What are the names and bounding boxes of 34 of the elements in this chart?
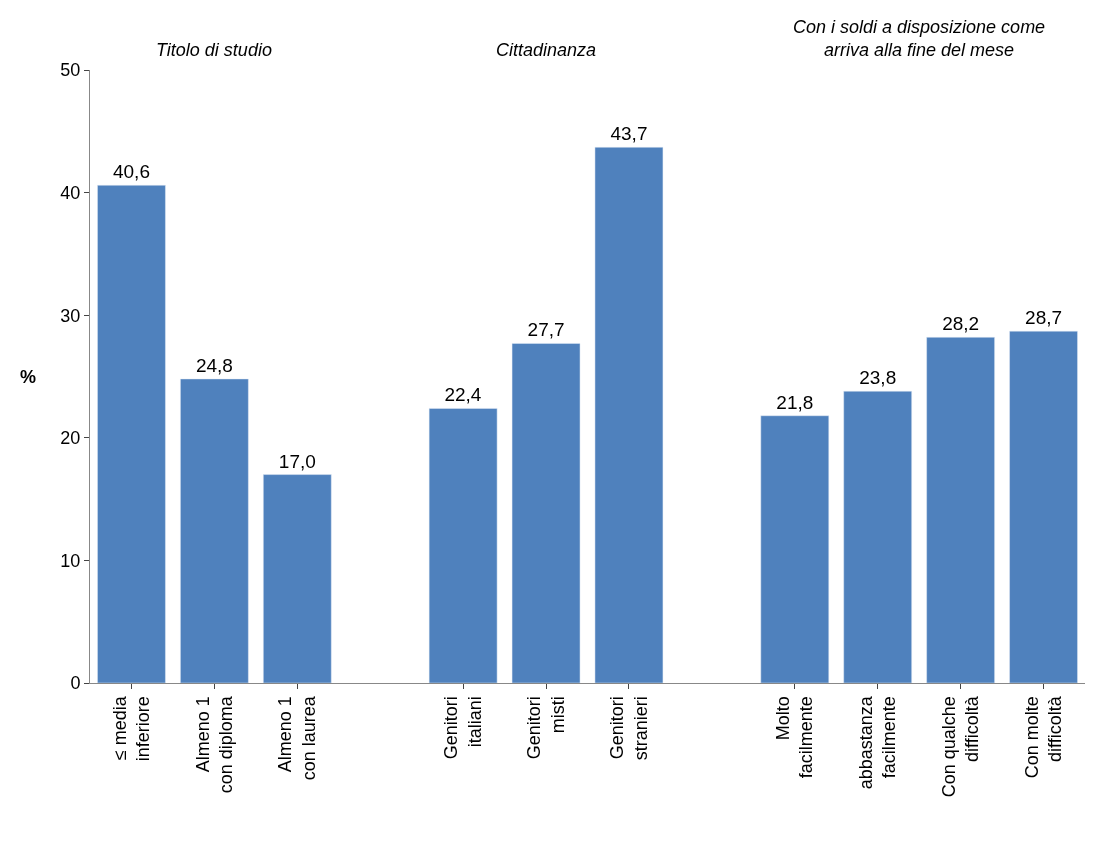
data-label: 28,2: [942, 313, 980, 335]
bar: [594, 146, 664, 683]
y-tick-label: 0: [70, 673, 81, 694]
data-label: 21,8: [776, 391, 814, 413]
y-tick-label: 30: [60, 305, 81, 326]
y-tick-label: 50: [60, 60, 81, 81]
data-label: 43,7: [610, 123, 648, 145]
bar: [263, 474, 332, 683]
data-label: 17,0: [278, 450, 316, 472]
data-label: 28,7: [1025, 307, 1063, 329]
text: Con i soldi a disposizione come arriva alla fine del mese: [793, 17, 1046, 61]
data-label: 40,6: [112, 161, 150, 183]
y-tick-label: 40: [60, 182, 81, 203]
y-tick-label: 10: [60, 550, 81, 571]
text: Titolo di studio: [156, 40, 272, 60]
bar: [97, 184, 166, 683]
y-tick-label: 20: [60, 428, 81, 449]
y-axis-title: %: [20, 367, 37, 387]
data-label: 27,7: [527, 319, 565, 341]
x-tick-label: ≤ media inferiore: [109, 695, 154, 762]
data-label: 24,8: [195, 354, 233, 376]
bar: [428, 408, 498, 683]
bar: [843, 390, 912, 683]
data-label: 22,4: [444, 384, 482, 406]
x-tick-label: Genitori italiani: [441, 696, 485, 760]
text: Cittadinanza: [496, 40, 597, 60]
x-tick-label: Genitori misti: [524, 696, 568, 760]
bar: [1009, 330, 1078, 683]
bar: [511, 343, 581, 683]
data-label: 23,8: [859, 367, 897, 389]
bar: [180, 378, 249, 683]
bar: [760, 415, 830, 683]
x-tick-label: Molto facilmente: [772, 696, 817, 779]
bar: [926, 337, 995, 683]
